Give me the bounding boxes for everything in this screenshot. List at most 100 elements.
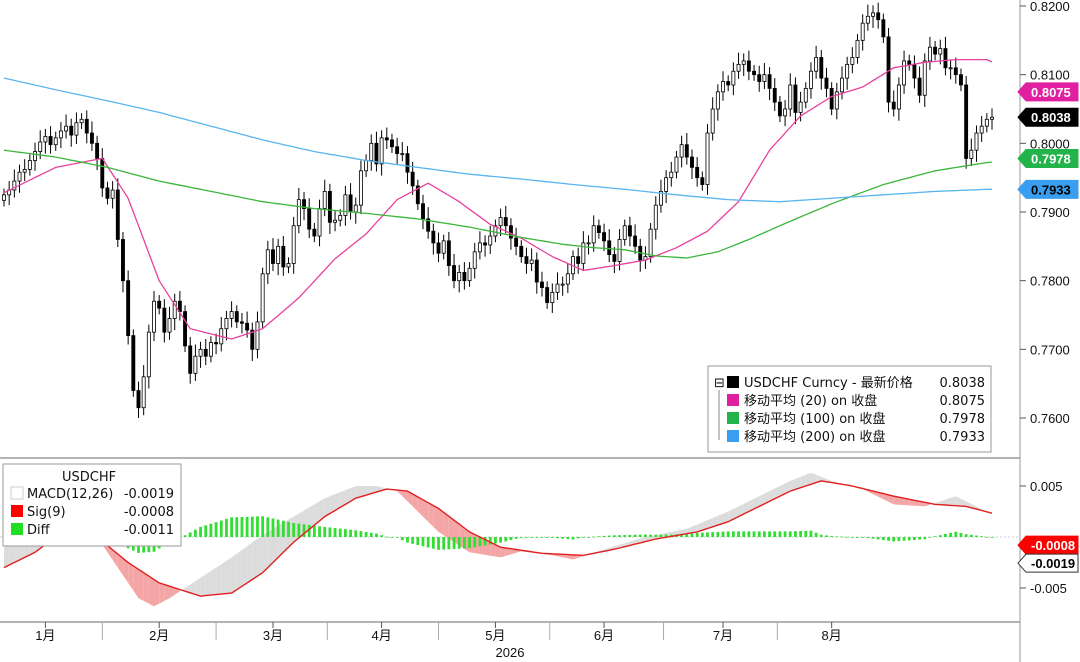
macd-signal-fill bbox=[779, 483, 786, 497]
macd-signal-fill bbox=[764, 491, 770, 504]
candle-body bbox=[943, 48, 948, 69]
macd-signal-fill bbox=[402, 490, 408, 502]
candle-body bbox=[772, 88, 777, 103]
diff-bar bbox=[654, 534, 658, 537]
diff-bar bbox=[323, 526, 327, 537]
diff-bar bbox=[452, 537, 456, 550]
macd-signal-fill bbox=[247, 542, 253, 583]
diff-bar bbox=[354, 530, 358, 537]
macd-signal-fill bbox=[893, 496, 899, 505]
legend-price-value: 0.8038 bbox=[940, 376, 986, 391]
candle-body bbox=[927, 46, 932, 62]
diff-bar bbox=[954, 531, 958, 537]
macd-signal-fill bbox=[345, 488, 351, 505]
macd-signal-fill bbox=[350, 486, 356, 502]
diff-bar bbox=[602, 535, 606, 537]
candle-body bbox=[979, 125, 984, 134]
macd-signal-fill bbox=[169, 586, 175, 599]
macd-signal-fill bbox=[221, 560, 227, 595]
candle-body bbox=[627, 225, 632, 237]
diff-bar bbox=[845, 536, 849, 538]
candle-body bbox=[146, 331, 151, 378]
candle-body bbox=[959, 74, 963, 86]
diff-bar bbox=[395, 537, 399, 538]
diff-bar bbox=[271, 518, 275, 537]
candle-body bbox=[705, 132, 710, 185]
candle-body bbox=[736, 63, 741, 72]
legend-swatch-ma100 bbox=[727, 412, 739, 424]
candle-body bbox=[907, 60, 912, 65]
candle-body bbox=[379, 137, 384, 165]
diff-bar bbox=[499, 537, 502, 543]
macd-signal-fill bbox=[562, 554, 568, 559]
macd-signal-fill bbox=[267, 528, 273, 568]
diff-bar bbox=[312, 525, 316, 537]
candle-body bbox=[896, 84, 901, 110]
macd-signal-fill bbox=[769, 488, 775, 502]
diff-bar bbox=[230, 517, 234, 537]
candle-body bbox=[374, 142, 379, 165]
candle-body bbox=[819, 57, 824, 79]
diff-bar bbox=[545, 537, 549, 538]
candle-body bbox=[136, 390, 141, 409]
macd-signal-fill bbox=[960, 498, 967, 507]
diff-bar bbox=[183, 535, 187, 537]
diff-bar bbox=[757, 531, 761, 537]
diff-bar bbox=[587, 537, 590, 538]
legend-ma100-label: 移动平均 (100) on 收盘 bbox=[744, 411, 886, 427]
diff-bar bbox=[540, 537, 544, 538]
diff-bar bbox=[457, 537, 461, 549]
macd-signal-fill bbox=[366, 486, 372, 496]
price-tick-label: 0.7700 bbox=[1030, 342, 1070, 357]
macd-signal-fill bbox=[723, 511, 729, 524]
diff-bar bbox=[664, 534, 668, 537]
x-tick-label: 7月 bbox=[713, 628, 733, 643]
candle-body bbox=[400, 153, 405, 156]
diff-bar bbox=[406, 537, 409, 543]
macd-signal-fill bbox=[422, 499, 429, 522]
candle-body bbox=[317, 208, 322, 237]
diff-bar bbox=[680, 534, 684, 537]
diff-bar bbox=[297, 523, 301, 537]
candle-body bbox=[752, 70, 756, 76]
macd-signal-fill bbox=[743, 501, 749, 515]
candle-body bbox=[560, 283, 565, 286]
diff-bar bbox=[711, 532, 715, 537]
macd-signal-fill bbox=[154, 579, 160, 607]
diff-bar bbox=[887, 537, 890, 541]
candle-body bbox=[498, 217, 503, 227]
candle-body bbox=[581, 242, 586, 264]
candle-body bbox=[348, 194, 353, 213]
candle-body bbox=[710, 108, 715, 134]
candle-body bbox=[834, 91, 839, 110]
candle-body bbox=[240, 321, 244, 324]
tag-value: 0.7933 bbox=[1031, 182, 1071, 197]
macd-signal-fill bbox=[138, 569, 144, 601]
macd-signal-fill bbox=[216, 564, 222, 595]
macd-signal-fill bbox=[443, 512, 449, 539]
macd-signal-fill bbox=[490, 542, 496, 557]
tag-shape bbox=[1017, 82, 1079, 102]
diff-bar bbox=[338, 528, 342, 537]
candle-body bbox=[245, 322, 250, 331]
diff-bar bbox=[519, 537, 523, 538]
macd-signal-fill bbox=[335, 492, 341, 511]
diff-bar bbox=[261, 516, 265, 537]
diff-bar bbox=[892, 537, 896, 542]
diff-bar bbox=[592, 536, 596, 538]
macd-signal-fill bbox=[774, 486, 780, 499]
diff-bar bbox=[556, 537, 559, 539]
candle-body bbox=[488, 235, 493, 246]
diff-bar bbox=[825, 535, 828, 537]
candle-body bbox=[540, 281, 544, 288]
legend-collapse-icon: ⊟ bbox=[714, 376, 725, 391]
diff-bar bbox=[612, 535, 616, 537]
macd-signal-fill bbox=[795, 476, 801, 490]
macd-signal-fill bbox=[360, 486, 367, 497]
price-tick-label: 0.7900 bbox=[1030, 205, 1070, 220]
diff-bar bbox=[535, 537, 539, 538]
macd-signal-fill bbox=[231, 553, 237, 594]
diff-bar bbox=[794, 531, 797, 537]
diff-bar bbox=[333, 528, 337, 537]
